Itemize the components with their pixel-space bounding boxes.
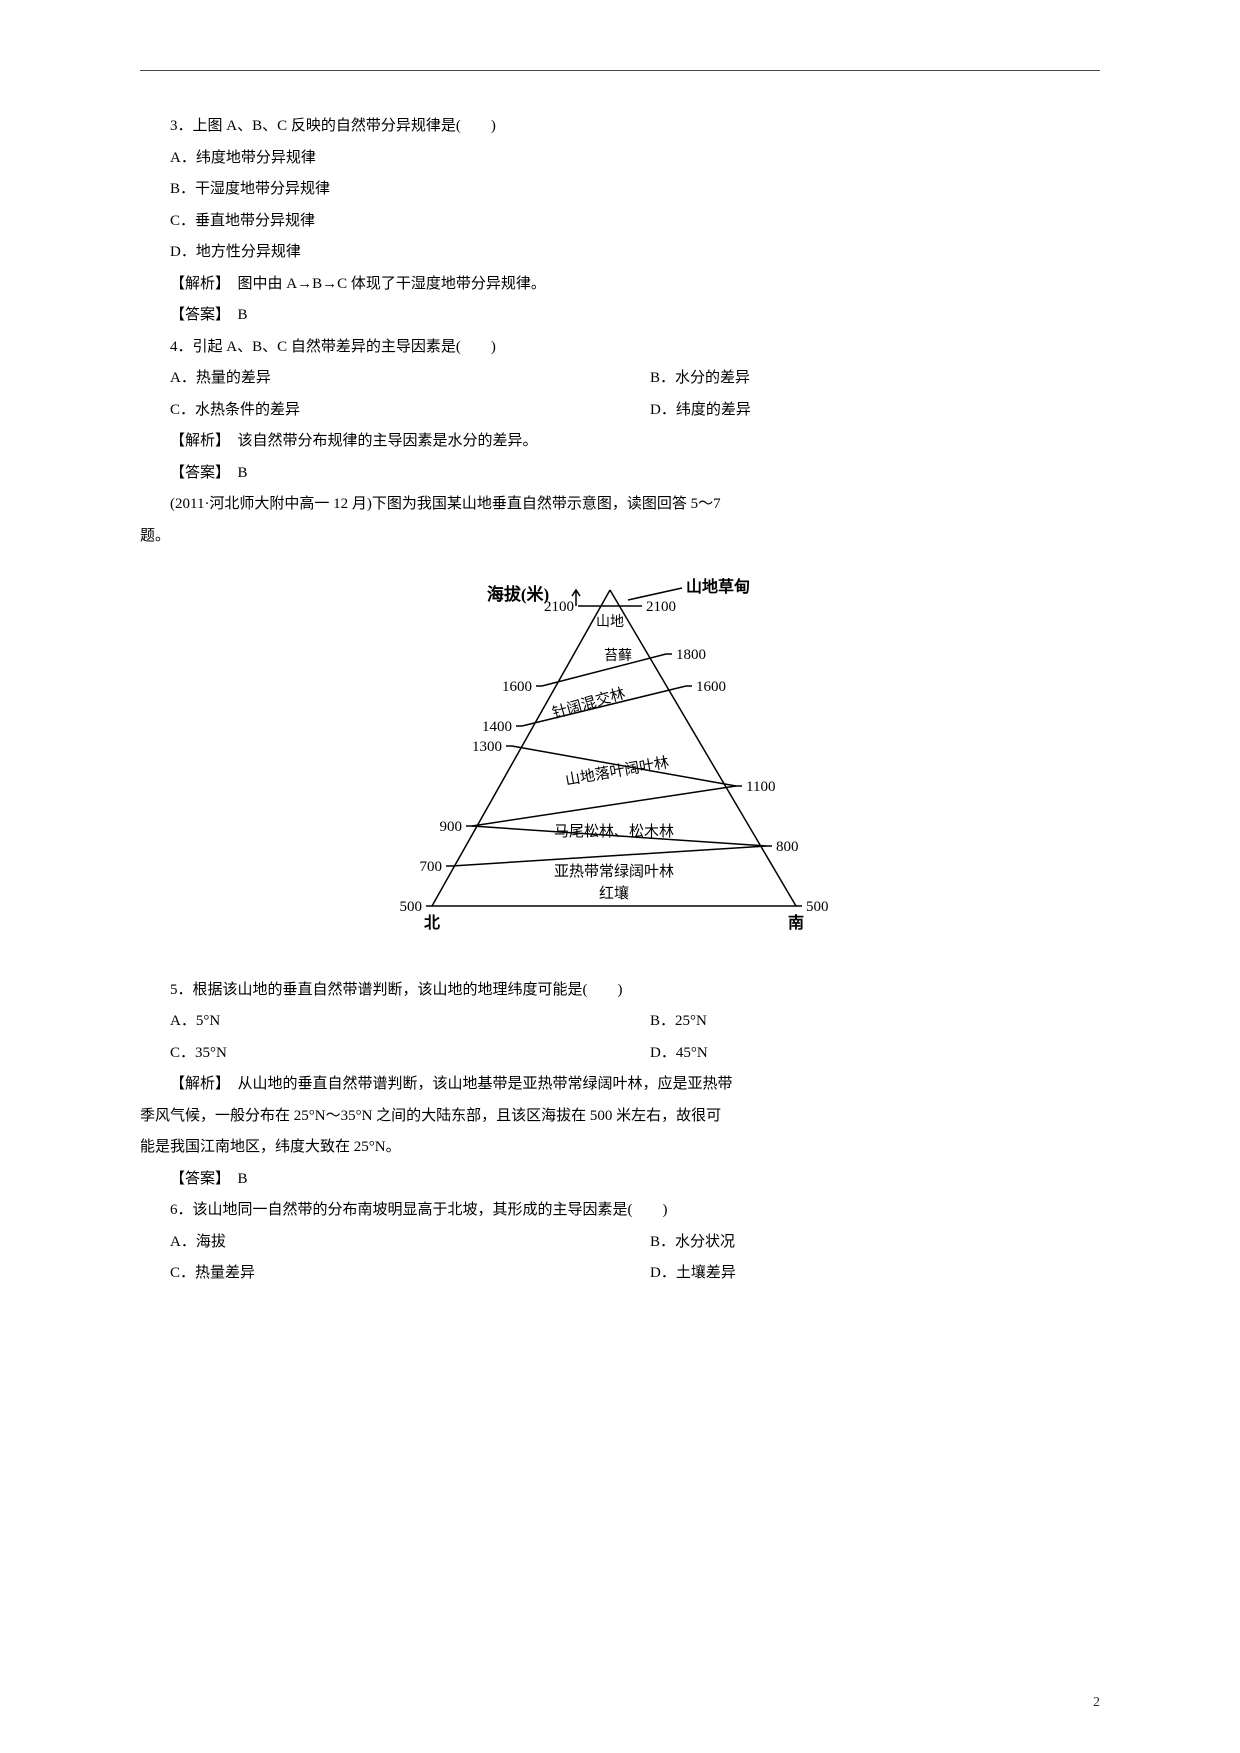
svg-text:1400: 1400 <box>482 719 512 735</box>
svg-text:800: 800 <box>776 839 799 855</box>
q5-opts-row1: A．5°N B．25°N <box>140 1006 1100 1038</box>
q3-opt-a: A．纬度地带分异规律 <box>140 143 1100 175</box>
q5-opt-b: B．25°N <box>620 1006 1100 1038</box>
q3-answer: 【答案】 B <box>140 300 1100 332</box>
svg-text:苔藓: 苔藓 <box>604 647 632 664</box>
q4-opts-row1: A．热量的差异 B．水分的差异 <box>140 363 1100 395</box>
q5-ans-text: B <box>223 1171 248 1187</box>
svg-text:2100: 2100 <box>544 599 574 615</box>
q5-answer: 【答案】 B <box>140 1164 1100 1196</box>
q4-expl-text: 该自然带分布规律的主导因素是水分的差异。 <box>223 433 538 449</box>
svg-text:500: 500 <box>400 899 423 915</box>
svg-text:山地落叶阔叶林: 山地落叶阔叶林 <box>564 754 670 789</box>
q3-ans-label: 【答案】 <box>170 307 223 323</box>
svg-text:红壤: 红壤 <box>599 884 629 902</box>
svg-text:700: 700 <box>420 859 443 875</box>
q4-opt-c: C．水热条件的差异 <box>140 395 620 427</box>
svg-text:1600: 1600 <box>502 679 532 695</box>
q4-ans-label: 【答案】 <box>170 465 223 481</box>
svg-text:500: 500 <box>806 899 829 915</box>
q5-ans-label: 【答案】 <box>170 1171 223 1187</box>
svg-text:900: 900 <box>440 819 463 835</box>
svg-text:1300: 1300 <box>472 739 502 755</box>
q3-opt-b: B．干湿度地带分异规律 <box>140 174 1100 206</box>
q6-stem: 6．该山地同一自然带的分布南坡明显高于北坡，其形成的主导因素是( ) <box>140 1195 1100 1227</box>
svg-text:山地草甸: 山地草甸 <box>686 577 750 596</box>
svg-text:1100: 1100 <box>746 779 775 795</box>
svg-text:亚热带常绿阔叶林: 亚热带常绿阔叶林 <box>554 863 674 880</box>
svg-text:2100: 2100 <box>646 599 676 615</box>
svg-text:1800: 1800 <box>676 647 706 663</box>
q6-opt-c: C．热量差异 <box>140 1258 620 1290</box>
q5-opt-d: D．45°N <box>620 1038 1100 1070</box>
q4-expl-label: 【解析】 <box>170 433 223 449</box>
lead-line1: (2011·河北师大附中高一 12 月)下图为我国某山地垂直自然带示意图，读图回… <box>140 489 1100 521</box>
page-number: 2 <box>1093 1688 1100 1717</box>
svg-text:南: 南 <box>788 913 804 932</box>
q5-explanation-2: 季风气候，一般分布在 25°N～35°N 之间的大陆东部，且该区海拔在 500 … <box>140 1101 1100 1133</box>
q6-opt-d: D．土壤差异 <box>620 1258 1100 1290</box>
q4-stem: 4．引起 A、B、C 自然带差异的主导因素是( ) <box>140 332 1100 364</box>
q3-opt-c: C．垂直地带分异规律 <box>140 206 1100 238</box>
q3-opt-d: D．地方性分异规律 <box>140 237 1100 269</box>
q5-expl-text: 从山地的垂直自然带谱判断，该山地基带是亚热带常绿阔叶林，应是亚热带 <box>223 1076 733 1092</box>
q6-opts-row1: A．海拔 B．水分状况 <box>140 1227 1100 1259</box>
svg-text:马尾松林、松木林: 马尾松林、松木林 <box>554 823 674 840</box>
q3-expl-text: 图中由 A→B→C 体现了干湿度地带分异规律。 <box>223 276 546 292</box>
q4-opt-b: B．水分的差异 <box>620 363 1100 395</box>
q5-opt-c: C．35°N <box>140 1038 620 1070</box>
q3-explanation: 【解析】 图中由 A→B→C 体现了干湿度地带分异规律。 <box>140 269 1100 301</box>
q4-answer: 【答案】 B <box>140 458 1100 490</box>
svg-text:1600: 1600 <box>696 679 726 695</box>
q4-explanation: 【解析】 该自然带分布规律的主导因素是水分的差异。 <box>140 426 1100 458</box>
q4-opts-row2: C．水热条件的差异 D．纬度的差异 <box>140 395 1100 427</box>
q5-explanation: 【解析】 从山地的垂直自然带谱判断，该山地基带是亚热带常绿阔叶林，应是亚热带 <box>140 1069 1100 1101</box>
svg-text:海拔(米): 海拔(米) <box>487 584 549 604</box>
q5-expl-label: 【解析】 <box>170 1076 223 1092</box>
q6-opts-row2: C．热量差异 D．土壤差异 <box>140 1258 1100 1290</box>
q4-opt-a: A．热量的差异 <box>140 363 620 395</box>
mountain-svg: 海拔(米) 山地草甸 2100 1600 1400 1300 900 700 500 2100 18… <box>370 570 870 950</box>
q6-opt-b: B．水分状况 <box>620 1227 1100 1259</box>
q3-ans-text: B <box>223 307 248 323</box>
top-rule <box>140 70 1100 71</box>
svg-text:山地: 山地 <box>596 614 624 630</box>
svg-text:针阔混交林: 针阔混交林 <box>550 684 627 722</box>
lead-line2: 题。 <box>140 521 1100 553</box>
q5-opt-a: A．5°N <box>140 1006 620 1038</box>
q5-opts-row2: C．35°N D．45°N <box>140 1038 1100 1070</box>
q5-stem: 5．根据该山地的垂直自然带谱判断，该山地的地理纬度可能是( ) <box>140 975 1100 1007</box>
q4-ans-text: B <box>223 465 248 481</box>
q3-stem: 3．上图 A、B、C 反映的自然带分异规律是( ) <box>140 111 1100 143</box>
q5-explanation-3: 能是我国江南地区，纬度大致在 25°N。 <box>140 1132 1100 1164</box>
svg-text:北: 北 <box>424 914 440 932</box>
q4-opt-d: D．纬度的差异 <box>620 395 1100 427</box>
q6-opt-a: A．海拔 <box>140 1227 620 1259</box>
mountain-diagram: 海拔(米) 山地草甸 2100 1600 1400 1300 900 700 500 2100 18… <box>140 570 1100 963</box>
q3-expl-label: 【解析】 <box>170 276 223 292</box>
